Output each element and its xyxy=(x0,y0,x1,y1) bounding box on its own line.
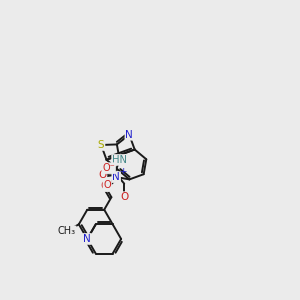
Text: S: S xyxy=(98,140,104,150)
Text: O: O xyxy=(120,192,128,202)
Text: N: N xyxy=(83,234,91,244)
Text: O: O xyxy=(98,170,106,180)
Text: O: O xyxy=(103,180,111,190)
Text: O: O xyxy=(101,181,109,191)
Text: CH₃: CH₃ xyxy=(58,226,76,236)
Text: HN: HN xyxy=(112,155,127,165)
Text: N: N xyxy=(125,130,133,140)
Text: +: + xyxy=(119,167,126,176)
Text: N: N xyxy=(112,172,120,182)
Text: O⁻: O⁻ xyxy=(102,163,115,173)
